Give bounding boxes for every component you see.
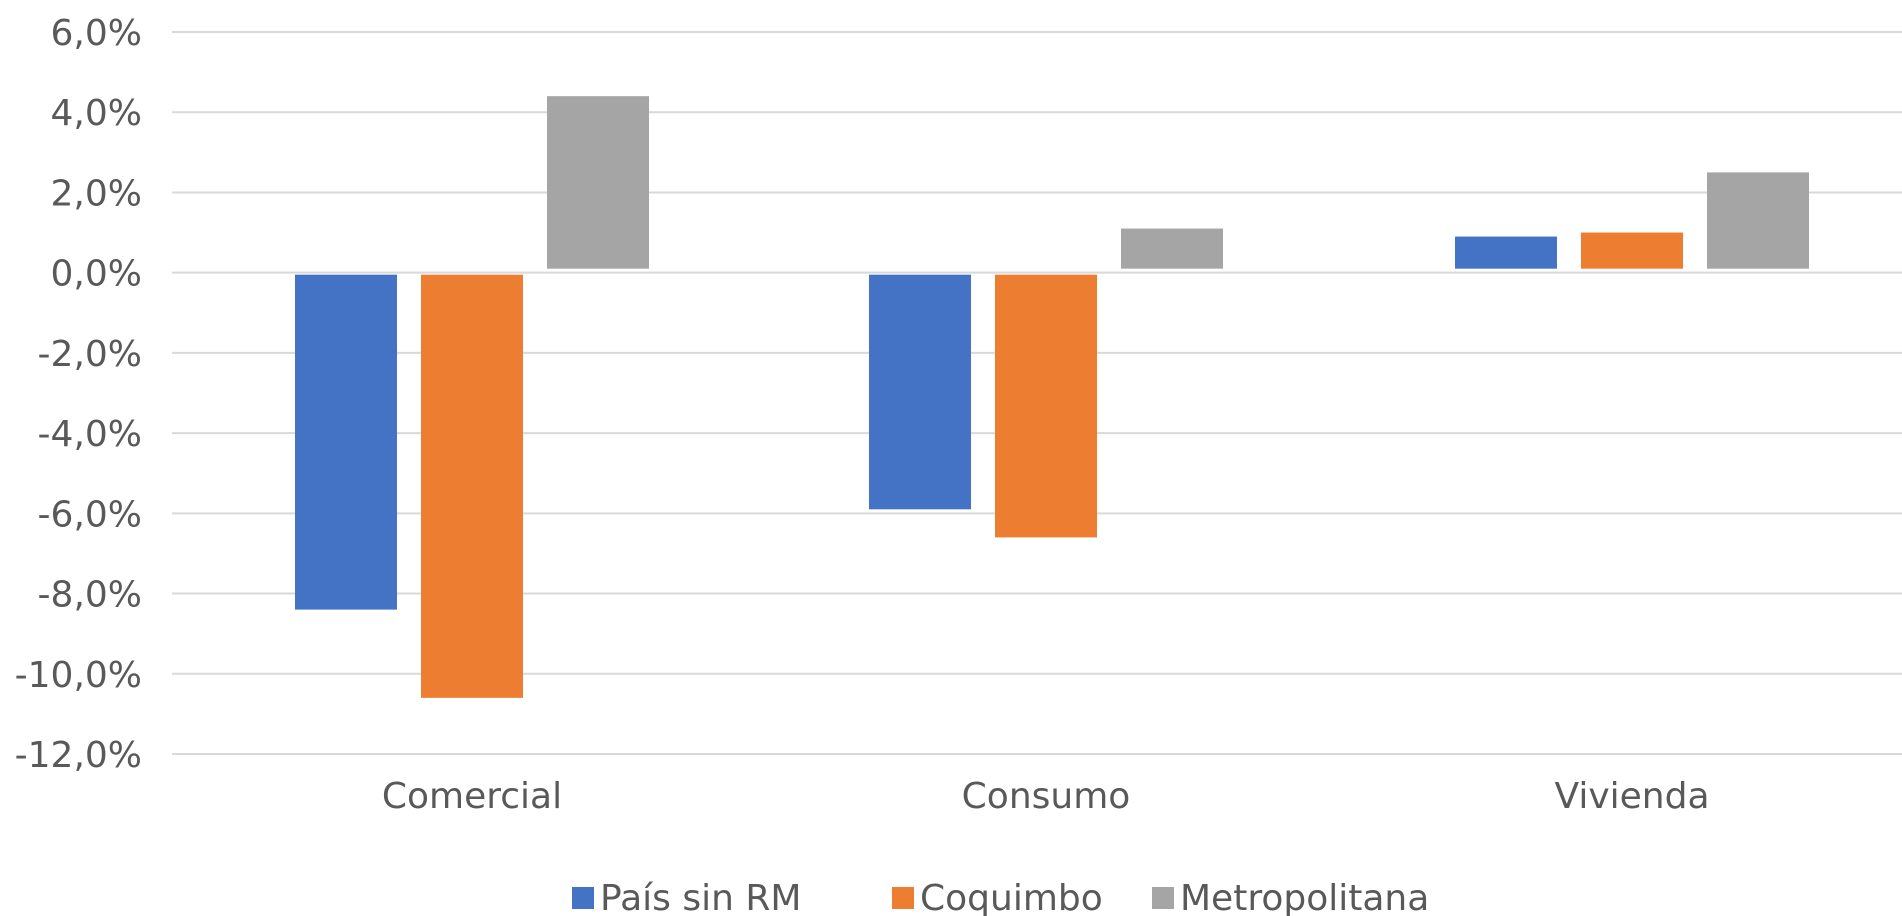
bar-coquimbo-consumo — [995, 274, 1097, 538]
legend-label: Coquimbo — [920, 878, 1103, 916]
y-tick-label: -10,0% — [15, 655, 142, 696]
legend-swatch — [1152, 887, 1174, 909]
legend-label: Metropolitana — [1180, 878, 1429, 916]
x-category-label: Consumo — [962, 776, 1131, 817]
x-axis-category-labels: Comercial Consumo Vivienda — [382, 776, 1710, 817]
x-category-label: Vivienda — [1554, 776, 1709, 817]
legend-swatch — [572, 887, 594, 909]
bar-coquimbo-vivienda — [1581, 232, 1683, 269]
y-tick-label: 4,0% — [51, 93, 142, 134]
bar-coquimbo-comercial — [421, 274, 523, 698]
bar-metropolitana-comercial — [547, 96, 649, 269]
y-tick-label: -4,0% — [38, 414, 142, 455]
y-tick-label: -2,0% — [38, 334, 142, 375]
bar-pa-s-sin-rm-consumo — [869, 274, 971, 510]
y-axis-tick-labels: 6,0% 4,0% 2,0% 0,0% -2,0% -4,0% -6,0% -8,0% -10,… — [15, 13, 142, 776]
legend-label: País sin RM — [600, 878, 801, 916]
y-tick-label: -8,0% — [38, 575, 142, 616]
bar-pa-s-sin-rm-vivienda — [1455, 236, 1557, 269]
bars — [295, 96, 1809, 698]
y-tick-label: 0,0% — [51, 254, 142, 295]
legend-swatch — [892, 887, 914, 909]
bar-metropolitana-vivienda — [1707, 172, 1809, 269]
y-tick-label: -6,0% — [38, 494, 142, 535]
bar-pa-s-sin-rm-comercial — [295, 274, 397, 610]
y-tick-label: -12,0% — [15, 735, 142, 776]
legend: País sin RM Coquimbo Metropolitana — [572, 878, 1429, 916]
y-tick-label: 2,0% — [51, 173, 142, 214]
bar-metropolitana-consumo — [1121, 228, 1223, 269]
y-tick-label: 6,0% — [51, 13, 142, 54]
x-category-label: Comercial — [382, 776, 562, 817]
